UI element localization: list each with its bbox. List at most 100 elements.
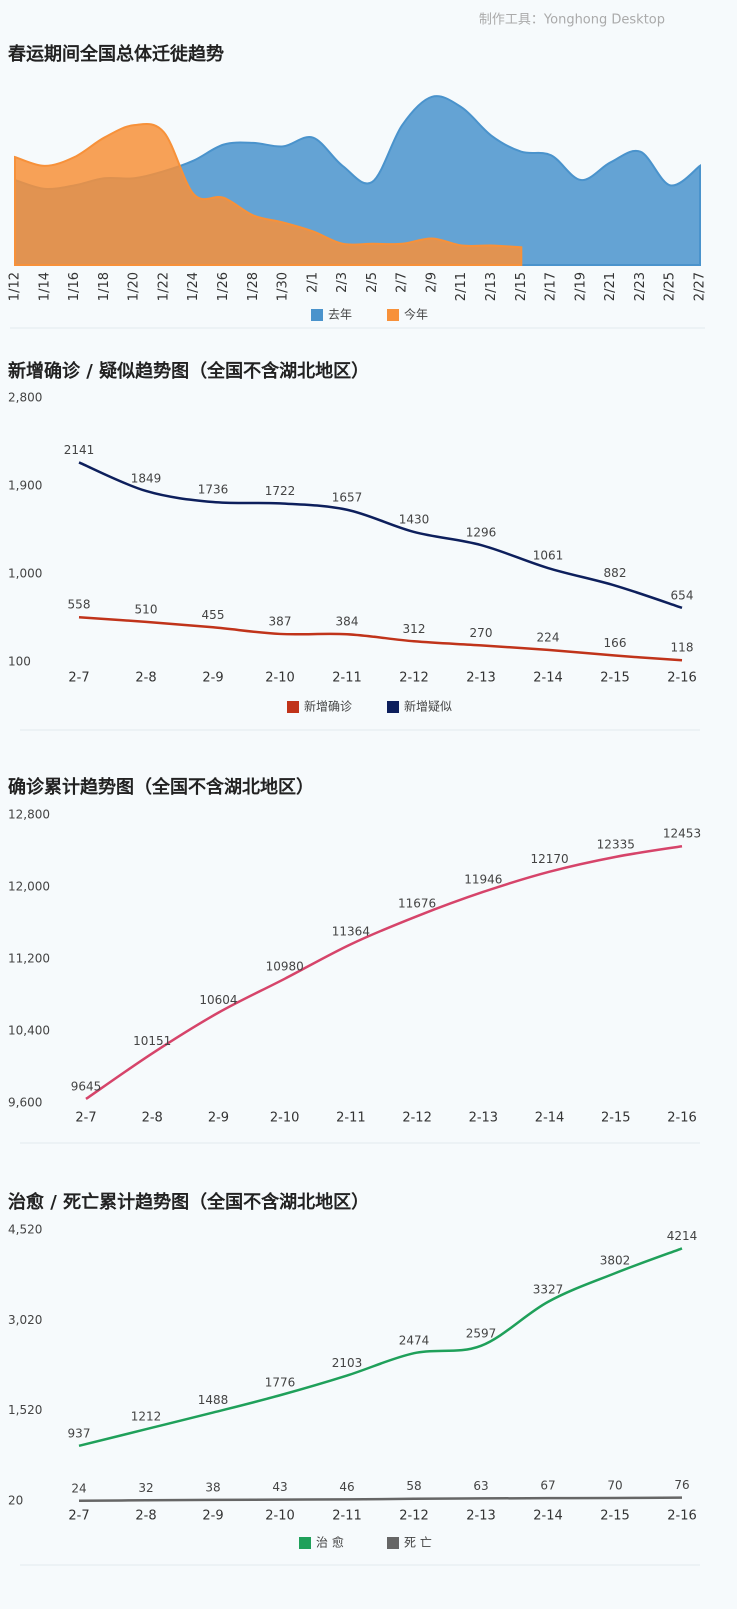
x-tick-label: 1/12 — [8, 272, 23, 301]
x-tick-label: 2/3 — [335, 272, 350, 293]
chart-title: 治愈 / 死亡累计趋势图（全国不含湖北地区） — [8, 1191, 369, 1213]
x-tick-label: 2-7 — [75, 1111, 96, 1126]
x-tick-label: 1/24 — [186, 272, 201, 301]
x-tick-label: 2-14 — [535, 1111, 565, 1126]
y-tick-label: 12,000 — [8, 880, 50, 894]
data-label: 558 — [68, 598, 91, 612]
x-tick-label: 2/17 — [544, 272, 559, 301]
x-tick-label: 2/9 — [424, 272, 439, 293]
data-label: 654 — [671, 588, 694, 602]
data-label: 1296 — [466, 526, 497, 540]
x-tick-label: 2-11 — [336, 1111, 366, 1126]
y-tick-label: 2,800 — [8, 391, 42, 405]
x-tick-label: 2-9 — [202, 1509, 223, 1524]
x-tick-label: 2-8 — [135, 1509, 156, 1524]
data-label: 2103 — [332, 1356, 363, 1370]
legend-label: 今年 — [404, 307, 428, 322]
area — [14, 122, 523, 266]
data-label: 510 — [135, 602, 158, 616]
data-label: 63 — [473, 1479, 488, 1493]
y-tick-label: 1,000 — [8, 567, 42, 581]
legend-swatch — [387, 1537, 399, 1549]
x-tick-label: 2-7 — [68, 671, 89, 686]
chart-title: 春运期间全国总体迁徙趋势 — [8, 43, 224, 65]
x-tick-label: 2/23 — [633, 272, 648, 301]
legend-label: 新增确诊 — [304, 699, 352, 714]
legend-swatch — [387, 309, 399, 321]
y-tick-label: 1,900 — [8, 479, 42, 493]
x-tick-label: 2-10 — [270, 1111, 300, 1126]
data-label: 11676 — [398, 897, 436, 911]
y-tick-label: 10,400 — [8, 1024, 50, 1038]
data-label: 58 — [406, 1479, 421, 1493]
x-tick-label: 1/18 — [97, 272, 112, 301]
x-tick-label: 1/28 — [246, 272, 261, 301]
x-tick-label: 2-11 — [332, 1509, 362, 1524]
y-tick-label: 4,520 — [8, 1223, 42, 1237]
data-label: 270 — [470, 626, 493, 640]
x-tick-label: 2/5 — [365, 272, 380, 293]
y-tick-label: 11,200 — [8, 952, 50, 966]
legend-label: 死 亡 — [404, 1536, 432, 1550]
data-label: 12453 — [663, 827, 701, 841]
data-label: 882 — [604, 566, 627, 580]
x-tick-label: 2/13 — [484, 272, 499, 301]
data-label: 1657 — [332, 490, 363, 504]
data-label: 11364 — [332, 925, 370, 939]
legend-label: 新增疑似 — [404, 699, 452, 714]
data-label: 12170 — [530, 852, 568, 866]
x-tick-label: 2-7 — [68, 1509, 89, 1524]
data-label: 937 — [68, 1426, 91, 1440]
x-tick-label: 1/14 — [37, 272, 52, 301]
data-label: 2474 — [399, 1334, 430, 1348]
y-tick-label: 20 — [8, 1494, 23, 1508]
data-label: 38 — [205, 1480, 220, 1494]
line — [78, 461, 683, 610]
legend-swatch — [299, 1537, 311, 1549]
x-tick-label: 1/16 — [67, 272, 82, 301]
line — [78, 1247, 683, 1447]
line — [78, 1496, 683, 1503]
x-tick-label: 2-16 — [667, 671, 697, 686]
legend-swatch — [387, 701, 399, 713]
x-tick-label: 2/1 — [305, 272, 320, 293]
y-tick-label: 100 — [8, 655, 31, 669]
data-label: 1849 — [131, 471, 162, 485]
x-tick-label: 1/20 — [127, 272, 142, 301]
x-tick-label: 2-12 — [399, 1509, 429, 1524]
data-label: 43 — [272, 1480, 287, 1494]
x-tick-label: 2-9 — [208, 1111, 229, 1126]
data-label: 3802 — [600, 1254, 631, 1268]
data-label: 4214 — [667, 1229, 698, 1243]
x-tick-label: 1/22 — [156, 272, 171, 301]
data-label: 10151 — [133, 1034, 171, 1048]
data-label: 1776 — [265, 1376, 296, 1390]
data-label: 166 — [604, 636, 627, 650]
x-tick-label: 2/15 — [514, 272, 529, 301]
data-label: 3327 — [533, 1282, 564, 1296]
x-tick-label: 1/26 — [216, 272, 231, 301]
x-tick-label: 2-16 — [667, 1111, 697, 1126]
x-tick-label: 2-16 — [667, 1509, 697, 1524]
y-tick-label: 1,520 — [8, 1403, 42, 1417]
data-label: 1736 — [198, 483, 229, 497]
data-label: 1061 — [533, 549, 564, 563]
x-tick-label: 2-13 — [469, 1111, 499, 1126]
y-tick-label: 9,600 — [8, 1096, 42, 1110]
data-label: 2597 — [466, 1326, 497, 1340]
legend-label: 治 愈 — [316, 1535, 344, 1550]
x-tick-label: 2-15 — [600, 671, 630, 686]
data-label: 32 — [138, 1481, 153, 1495]
data-label: 1488 — [198, 1393, 229, 1407]
x-tick-label: 2-10 — [265, 671, 295, 686]
data-label: 1212 — [131, 1410, 162, 1424]
x-tick-label: 2-14 — [533, 671, 563, 686]
x-tick-label: 2-13 — [466, 671, 496, 686]
data-label: 1430 — [399, 512, 430, 526]
x-tick-label: 2-15 — [601, 1111, 631, 1126]
x-tick-label: 2-11 — [332, 671, 362, 686]
line — [78, 615, 683, 662]
data-label: 10604 — [199, 993, 237, 1007]
data-label: 384 — [336, 615, 359, 629]
